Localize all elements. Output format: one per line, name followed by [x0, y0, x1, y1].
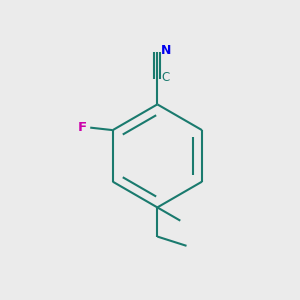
Text: F: F	[78, 121, 87, 134]
Text: N: N	[161, 44, 171, 57]
Text: C: C	[161, 71, 169, 84]
